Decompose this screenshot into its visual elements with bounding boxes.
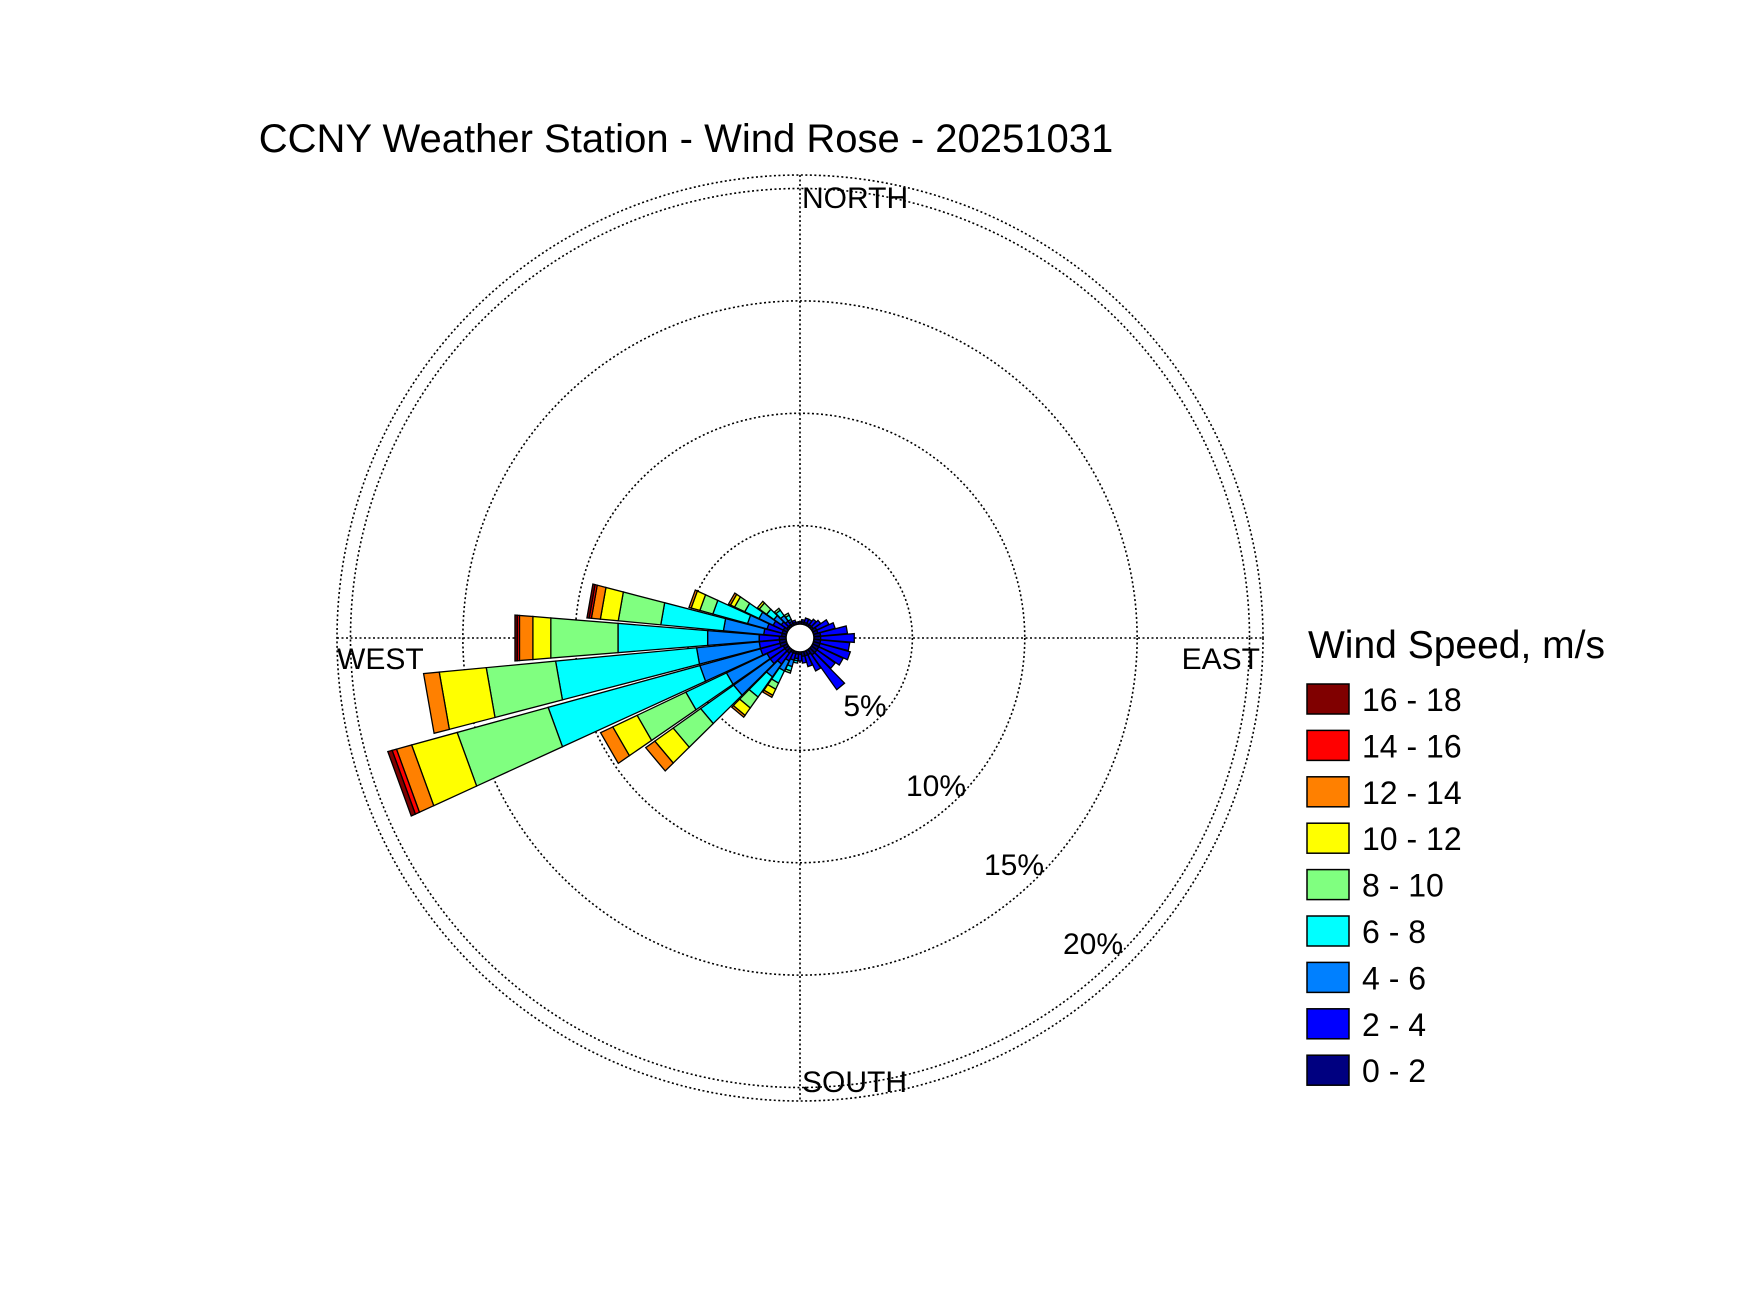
sector-140-bin-1 bbox=[811, 651, 846, 691]
sector-100-bin-1 bbox=[819, 639, 851, 652]
sector-280-bin-8 bbox=[586, 583, 596, 619]
legend-label-7: 2 - 4 bbox=[1362, 1007, 1426, 1043]
legend-swatch-7 bbox=[1306, 1008, 1350, 1040]
direction-label-west: WEST bbox=[337, 643, 424, 676]
legend-swatch-5 bbox=[1306, 915, 1350, 947]
grid-ring-10 bbox=[574, 412, 1026, 864]
grid-ring-20 bbox=[349, 187, 1251, 1089]
sector-310-bin-5 bbox=[756, 600, 766, 610]
sector-290-bin-6 bbox=[688, 589, 699, 609]
direction-label-east: EAST bbox=[1182, 643, 1260, 676]
legend-label-4: 8 - 10 bbox=[1362, 868, 1444, 904]
sector-210-bin-6 bbox=[761, 689, 774, 699]
sector-110-bin-1 bbox=[818, 642, 852, 661]
sector-240-bin-6 bbox=[599, 726, 631, 765]
ring-label-15: 15% bbox=[984, 849, 1044, 882]
ring-label-20: 20% bbox=[1063, 928, 1123, 961]
legend-label-0: 16 - 18 bbox=[1362, 682, 1462, 718]
legend-swatch-6 bbox=[1306, 961, 1350, 994]
legend-label-6: 4 - 6 bbox=[1362, 960, 1426, 996]
legend-swatch-2 bbox=[1306, 776, 1350, 808]
wind-sectors bbox=[386, 583, 855, 817]
legend: Wind Speed, m/s 16 - 18 14 - 16 12 - 14 10 … bbox=[1306, 624, 1605, 1089]
sector-80-bin-1 bbox=[819, 625, 849, 637]
sector-270-bin-8 bbox=[514, 614, 518, 662]
grid-ring-15 bbox=[462, 300, 1138, 976]
legend-label-8: 0 - 2 bbox=[1362, 1053, 1426, 1089]
legend-label-1: 14 - 16 bbox=[1362, 728, 1462, 764]
legend-swatch-3 bbox=[1306, 822, 1350, 854]
ring-label-10: 10% bbox=[906, 770, 966, 803]
legend-label-3: 10 - 12 bbox=[1362, 821, 1462, 857]
legend-swatch-4 bbox=[1306, 868, 1350, 901]
sector-230-bin-6 bbox=[644, 740, 675, 772]
sector-320-bin-4 bbox=[773, 607, 782, 615]
legend-swatch-0 bbox=[1306, 683, 1350, 715]
sector-260-bin-6 bbox=[422, 671, 451, 735]
sector-330-bin-4 bbox=[783, 612, 791, 619]
direction-label-south: SOUTH bbox=[802, 1066, 907, 1099]
chart-title: CCNY Weather Station - Wind Rose - 20251… bbox=[259, 117, 1114, 161]
sector-150-bin-1 bbox=[807, 652, 822, 672]
ring-label-5: 5% bbox=[843, 690, 886, 723]
legend-title: Wind Speed, m/s bbox=[1308, 624, 1605, 667]
legend-swatch-8 bbox=[1306, 1054, 1350, 1086]
sector-270-bin-4 bbox=[550, 617, 619, 659]
center-calm-circle bbox=[785, 623, 815, 653]
sector-250-bin-8 bbox=[386, 749, 417, 817]
direction-label-north: NORTH bbox=[802, 182, 908, 215]
sector-270-bin-5 bbox=[532, 615, 552, 661]
legend-label-5: 6 - 8 bbox=[1362, 914, 1426, 950]
legend-label-2: 12 - 14 bbox=[1362, 775, 1462, 811]
sector-340-bin-1 bbox=[791, 619, 797, 625]
sector-170-bin-1 bbox=[801, 655, 808, 664]
sector-160-bin-1 bbox=[804, 654, 814, 668]
sector-300-bin-6 bbox=[727, 592, 738, 606]
polar-grid bbox=[336, 174, 1264, 1102]
legend-swatch-1 bbox=[1306, 729, 1350, 762]
sector-270-bin-6 bbox=[518, 614, 534, 662]
sector-120-bin-1 bbox=[816, 646, 845, 667]
sector-220-bin-6 bbox=[730, 704, 746, 719]
